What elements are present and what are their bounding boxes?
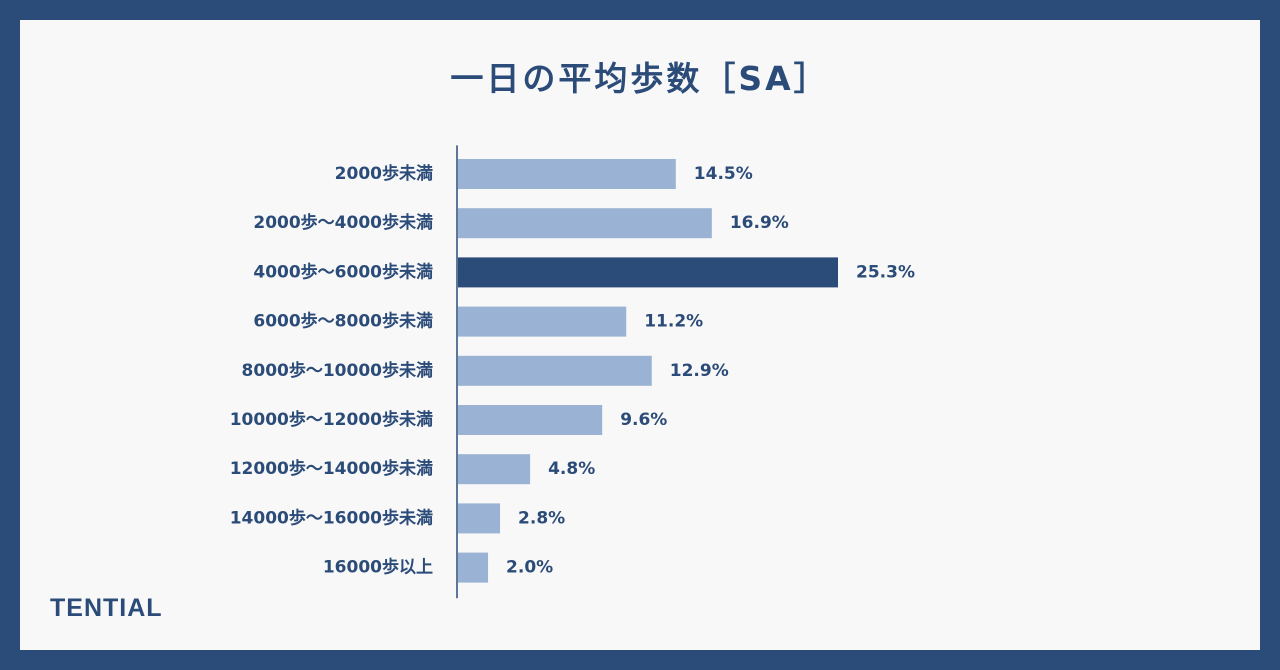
category-label: 2000歩未満 (335, 163, 433, 184)
chart-title: 一日の平均歩数［SA］ (450, 59, 830, 98)
bar (458, 355, 652, 386)
value-label: 12.9% (670, 361, 729, 381)
bar (458, 257, 838, 288)
category-label: 8000歩～10000歩未満 (242, 360, 433, 381)
value-label: 2.0% (506, 558, 553, 578)
category-label: 4000歩～6000歩未満 (253, 261, 433, 282)
bar (458, 454, 531, 485)
bar (458, 552, 489, 583)
tential-logo: TENTIAL (50, 594, 163, 622)
value-label: 4.8% (548, 459, 595, 479)
category-label: 12000歩～14000歩未満 (230, 458, 433, 479)
value-label: 16.9% (730, 213, 789, 233)
value-label: 14.5% (694, 164, 753, 184)
bar (458, 208, 712, 239)
value-label: 25.3% (856, 262, 915, 282)
value-label: 11.2% (644, 312, 703, 332)
bar (458, 405, 603, 435)
bar (458, 306, 627, 337)
bar (458, 503, 501, 534)
category-label: 14000歩～16000歩未満 (230, 507, 433, 528)
category-label: 10000歩～12000歩未満 (230, 409, 433, 430)
value-label: 9.6% (620, 410, 667, 430)
category-label: 2000歩～4000歩未満 (253, 212, 433, 233)
category-label: 16000歩以上 (323, 557, 433, 578)
category-label: 6000歩～8000歩未満 (253, 311, 433, 332)
value-label: 2.8% (518, 508, 565, 528)
bar (458, 159, 676, 189)
chart-card (20, 20, 1260, 650)
